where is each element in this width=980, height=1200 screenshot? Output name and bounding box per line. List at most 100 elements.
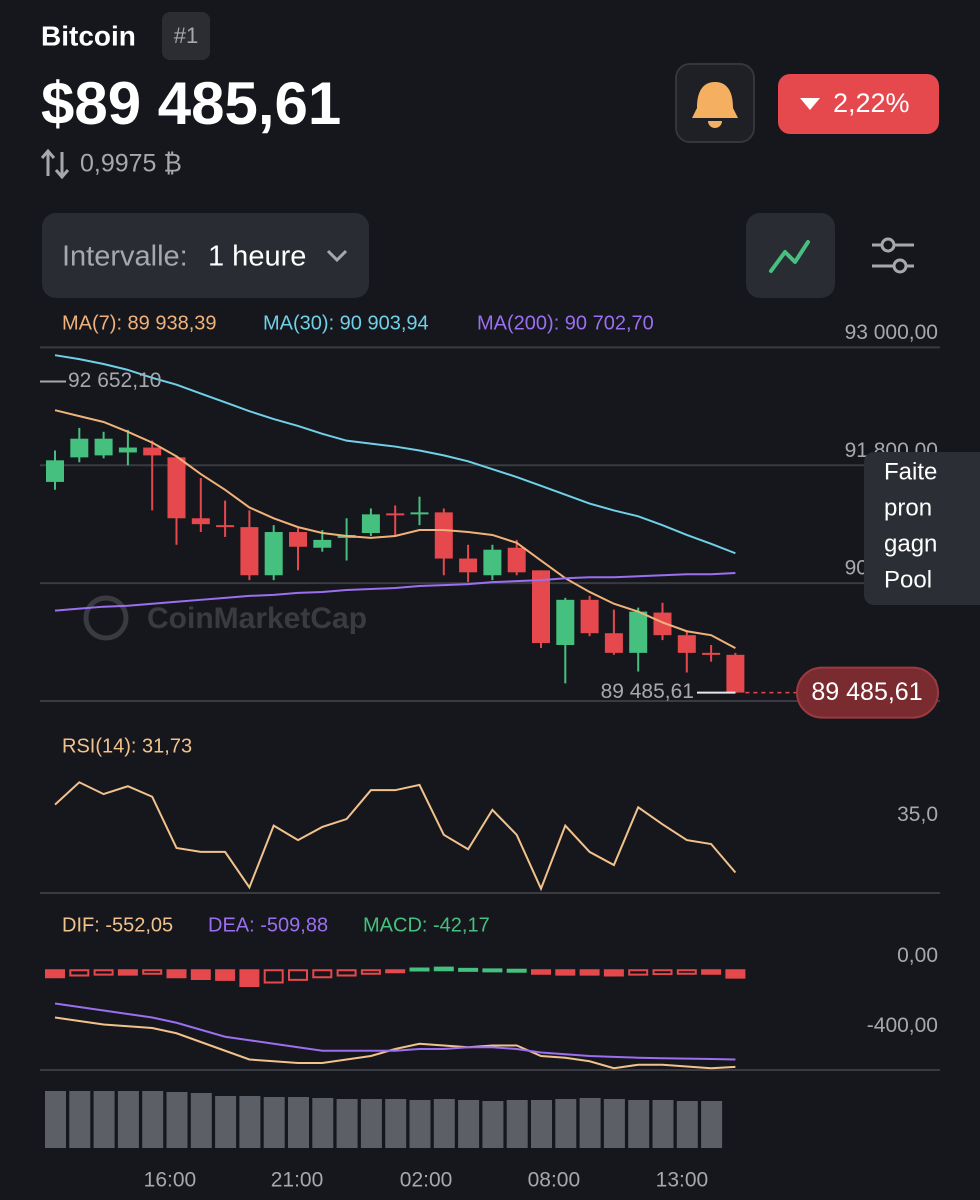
macd-bar <box>385 969 406 974</box>
btc-price: 0,9975 ₿ <box>80 150 182 178</box>
candle-body <box>459 558 478 573</box>
macd-bar <box>166 969 187 979</box>
macd-bar <box>69 969 90 977</box>
volume-bar <box>93 1091 115 1148</box>
volume-bar <box>458 1100 480 1148</box>
volume-bar <box>360 1099 382 1148</box>
macd-bar <box>652 969 673 976</box>
candle-body <box>604 633 623 653</box>
volume-bar <box>336 1099 358 1148</box>
rank: #1 <box>174 23 198 48</box>
candle-body <box>629 611 648 653</box>
volume-bar <box>312 1098 334 1148</box>
y-tick-label: -400,00 <box>867 1014 938 1037</box>
candle-body <box>726 654 745 693</box>
price-tag-label: 89 485,61 <box>811 678 922 706</box>
y-tick-label: 93 000,00 <box>845 321 938 344</box>
legend-entry: MA(30): 90 903,94 <box>263 312 429 334</box>
volume-bar <box>409 1100 431 1148</box>
volume-bar <box>603 1099 625 1148</box>
change: 2,22% <box>833 88 910 118</box>
volume-bar <box>288 1097 309 1148</box>
macd-bar <box>628 969 649 976</box>
price-tag <box>796 666 939 719</box>
volume-bar <box>555 1099 577 1148</box>
volume-bar <box>45 1091 66 1148</box>
macd-bar <box>142 969 163 975</box>
promo-popup: Faite pron gagn Pool <box>864 452 980 605</box>
macd-bar <box>336 969 357 977</box>
macd-bar <box>93 969 114 976</box>
candle-body <box>580 599 599 634</box>
candle-body <box>410 512 429 515</box>
trend-icon <box>769 240 810 273</box>
volume-bar <box>239 1096 261 1148</box>
candle-body <box>46 460 64 482</box>
macd-bar <box>701 969 722 975</box>
volume-bar <box>482 1101 504 1148</box>
macd-bar <box>312 969 333 979</box>
interval-button[interactable] <box>42 213 369 298</box>
candle-body <box>434 512 453 559</box>
candle-body <box>532 570 550 644</box>
down-arrow <box>800 98 820 110</box>
macd-bar <box>433 966 454 972</box>
macd-bar <box>579 969 600 976</box>
candle-body <box>70 438 89 458</box>
candle-body <box>483 549 502 576</box>
popup-text: pron <box>884 494 932 521</box>
x-tick-label: 13:00 <box>656 1169 709 1192</box>
chevron <box>326 249 348 263</box>
macd-bar <box>360 969 381 975</box>
legend-entry: DEA: -509,88 <box>208 914 328 936</box>
macd-bar <box>215 969 236 981</box>
rank-badge <box>162 12 210 60</box>
macd-bar <box>239 969 260 987</box>
x-tick-label: 21:00 <box>271 1169 324 1192</box>
legend-entry: MACD: -42,17 <box>363 914 490 936</box>
macd-line <box>54 1002 736 1061</box>
candle-body <box>507 547 526 573</box>
macd-bar <box>676 969 697 975</box>
candle-body <box>289 532 307 547</box>
volume-bar <box>579 1098 601 1148</box>
legend-entry: RSI(14): 31,73 <box>62 735 192 757</box>
candle-body <box>677 635 696 653</box>
y-tick-label: 35,0 <box>897 803 938 826</box>
candle-body <box>386 513 405 516</box>
x-tick-label: 02:00 <box>400 1169 453 1192</box>
macd-bar <box>288 969 308 981</box>
watermark-text: CoinMarketCap <box>147 602 367 635</box>
coin-name: Bitcoin <box>41 20 136 51</box>
candle-body <box>702 652 721 655</box>
candle-body <box>313 539 332 548</box>
interval: 1 heure <box>208 241 306 273</box>
macd-bar <box>190 969 211 980</box>
candle-body <box>240 527 259 576</box>
macd-bar <box>603 969 624 977</box>
ma-line <box>54 354 736 555</box>
rsi-line <box>54 781 737 892</box>
candle-body <box>216 525 235 528</box>
volume-bar <box>117 1091 139 1148</box>
volume-bar <box>215 1096 237 1148</box>
ma-line <box>54 572 736 612</box>
x-tick-label: 08:00 <box>528 1169 581 1192</box>
settings-icon[interactable] <box>872 237 914 274</box>
change-badge <box>778 74 939 134</box>
bell-icon <box>692 82 738 128</box>
x-tick-label: 16:00 <box>144 1169 197 1192</box>
candle-body <box>143 447 162 456</box>
volume-bar <box>701 1101 723 1148</box>
volume-bar <box>190 1093 212 1148</box>
macd-bar <box>555 969 576 976</box>
macd-bar <box>531 969 551 975</box>
candle-body <box>653 612 672 636</box>
macd-bar <box>725 969 746 979</box>
legend-entry: DIF: -552,05 <box>62 914 173 936</box>
volume-bar <box>385 1099 407 1148</box>
candle-body <box>191 518 210 525</box>
volume-bar <box>142 1091 164 1148</box>
ma-line <box>54 409 736 649</box>
